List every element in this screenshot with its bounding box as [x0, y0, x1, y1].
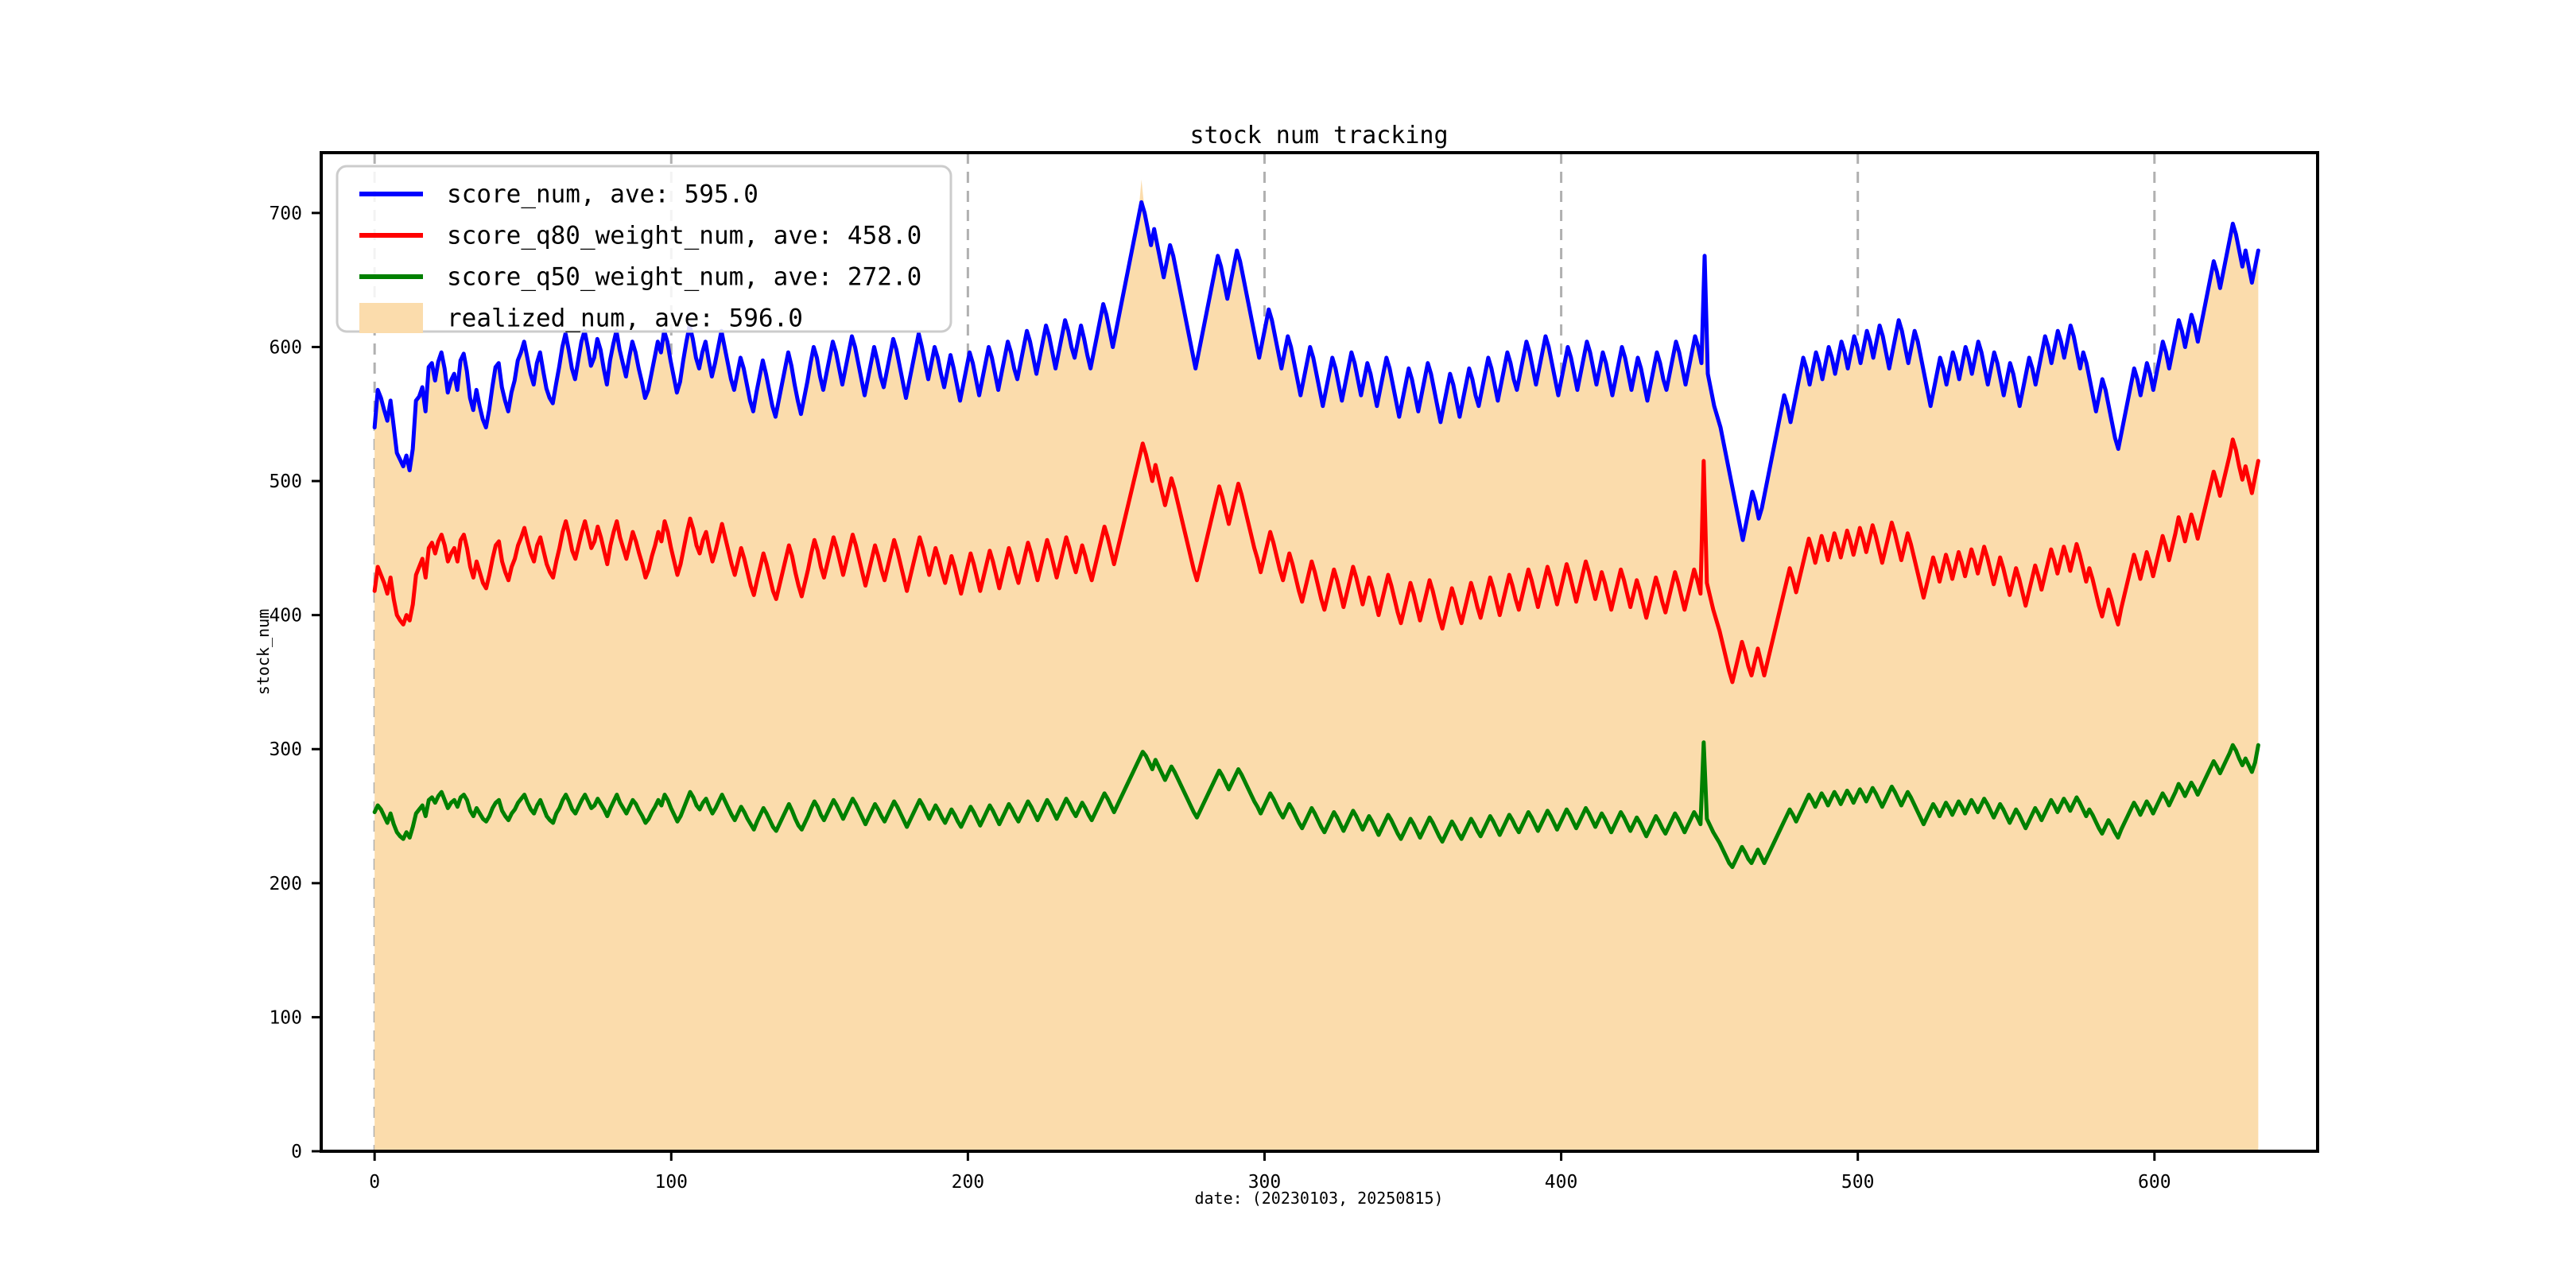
legend-swatch-patch: [359, 303, 423, 333]
y-tick-label: 400: [269, 606, 302, 627]
axes-spines: [320, 151, 2319, 1153]
line-score-q80-weight-num: [372, 437, 2260, 685]
chart-title: stock num tracking: [1189, 122, 1448, 149]
legend-items[interactable]: score_num, ave: 595.0 score_q80_weight_nu…: [359, 180, 921, 334]
legend-box: [336, 165, 952, 333]
y-axis-label: stock_num: [254, 609, 273, 695]
x-tick-label: 400: [1545, 1172, 1578, 1193]
y-tick-label: 200: [269, 874, 302, 894]
x-axis-ticks: 0 100 200 300 400 500 600: [369, 1151, 2171, 1193]
area-realized-num: [374, 179, 2259, 1151]
y-tick-label: 100: [269, 1007, 302, 1028]
legend-label: score_num, ave: 595.0: [447, 180, 758, 209]
y-tick-label: 500: [269, 471, 302, 492]
x-tick-label: 500: [1841, 1172, 1875, 1193]
y-tick-label: 300: [269, 739, 302, 760]
y-axis-ticks: 0 100 200 300 400 500 600 700: [269, 204, 321, 1162]
x-tick-label: 100: [654, 1172, 688, 1193]
legend-label: score_q50_weight_num, ave: 272.0: [447, 263, 921, 292]
legend-label: score_q80_weight_num, ave: 458.0: [447, 222, 921, 250]
legend[interactable]: score_num, ave: 595.0 score_q80_weight_nu…: [336, 165, 952, 334]
y-tick-label: 0: [291, 1142, 302, 1162]
x-tick-label: 200: [952, 1172, 985, 1193]
y-tick-label: 700: [269, 204, 302, 224]
y-tick-label: 600: [269, 337, 302, 358]
x-tick-label: 300: [1248, 1172, 1282, 1193]
line-score-q50-weight-num: [372, 740, 2260, 870]
x-axis-label: date: (20230103, 20250815): [1194, 1189, 1443, 1208]
legend-label: realized_num, ave: 596.0: [447, 305, 803, 333]
x-tick-label: 0: [369, 1172, 380, 1193]
x-tick-label: 600: [2138, 1172, 2171, 1193]
